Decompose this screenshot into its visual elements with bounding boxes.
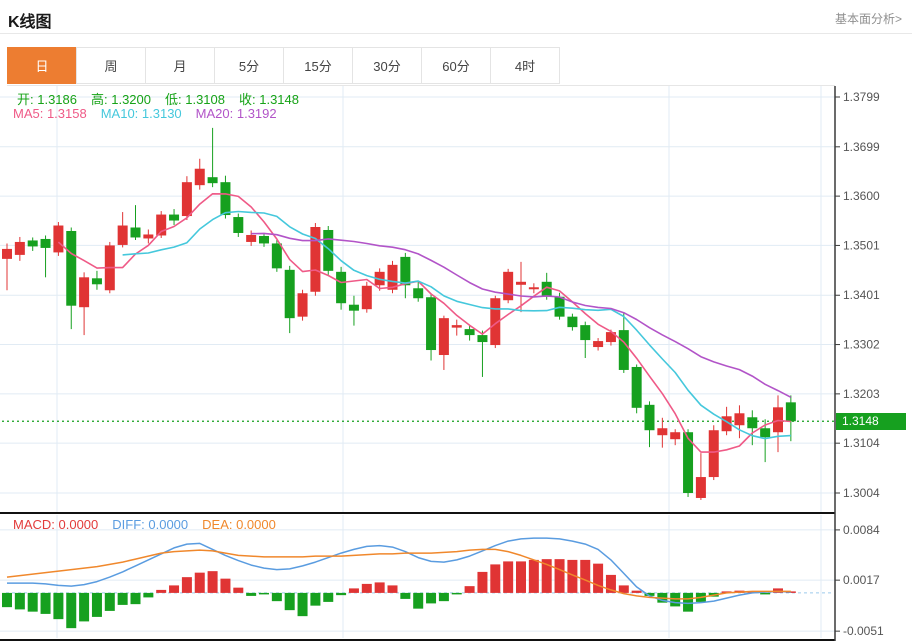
tab-60分[interactable]: 60分 [421, 47, 491, 84]
current-price-badge: 1.3148 [836, 413, 906, 430]
svg-text:1.3501: 1.3501 [843, 238, 880, 252]
fundamental-analysis-link[interactable]: 基本面分析> [834, 12, 902, 26]
svg-text:1.3401: 1.3401 [843, 288, 880, 302]
indicator-value: 收: 1.3148 [239, 92, 299, 107]
indicator-value: 开: 1.3186 [17, 92, 77, 107]
indicator-value: MA20: 1.3192 [195, 106, 277, 121]
indicator-value: MA5: 1.3158 [13, 106, 87, 121]
tab-日[interactable]: 日 [7, 47, 77, 84]
svg-text:1.3203: 1.3203 [843, 387, 880, 401]
ma-info-row: MA5: 1.3158 MA10: 1.3130 MA20: 1.3192 [13, 106, 291, 121]
indicator-value: MACD: 0.0000 [13, 517, 99, 532]
svg-text:1.3799: 1.3799 [843, 90, 880, 104]
svg-text:1.3600: 1.3600 [843, 189, 880, 203]
svg-text:0.0017: 0.0017 [843, 573, 880, 587]
indicator-value: DEA: 0.0000 [202, 517, 276, 532]
tab-15分[interactable]: 15分 [283, 47, 353, 84]
header-divider [0, 33, 912, 34]
tab-周[interactable]: 周 [76, 47, 146, 84]
svg-text:-0.0051: -0.0051 [843, 624, 884, 638]
ohlc-info-row: 开: 1.3186 高: 1.3200 低: 1.3108 收: 1.3148 [17, 89, 313, 108]
svg-text:1.3302: 1.3302 [843, 338, 880, 352]
svg-text:1.3004: 1.3004 [843, 486, 880, 500]
svg-text:0.0084: 0.0084 [843, 523, 880, 537]
tab-5分[interactable]: 5分 [214, 47, 284, 84]
svg-text:1.3104: 1.3104 [843, 436, 880, 450]
indicator-value: MA10: 1.3130 [100, 106, 182, 121]
period-tabs: 日周月 5分 15分 30分 60分 4时 [7, 47, 560, 84]
svg-text:1.3699: 1.3699 [843, 140, 880, 154]
tab-30分[interactable]: 30分 [352, 47, 422, 84]
indicator-value: 高: 1.3200 [91, 92, 151, 107]
tab-月[interactable]: 月 [145, 47, 215, 84]
indicator-value: DIFF: 0.0000 [112, 517, 189, 532]
indicator-value: 低: 1.3108 [165, 92, 225, 107]
tab-4时[interactable]: 4时 [490, 47, 560, 84]
page-title: K线图 [8, 14, 52, 31]
macd-info-row: MACD: 0.0000 DIFF: 0.0000 DEA: 0.0000 [13, 517, 290, 532]
